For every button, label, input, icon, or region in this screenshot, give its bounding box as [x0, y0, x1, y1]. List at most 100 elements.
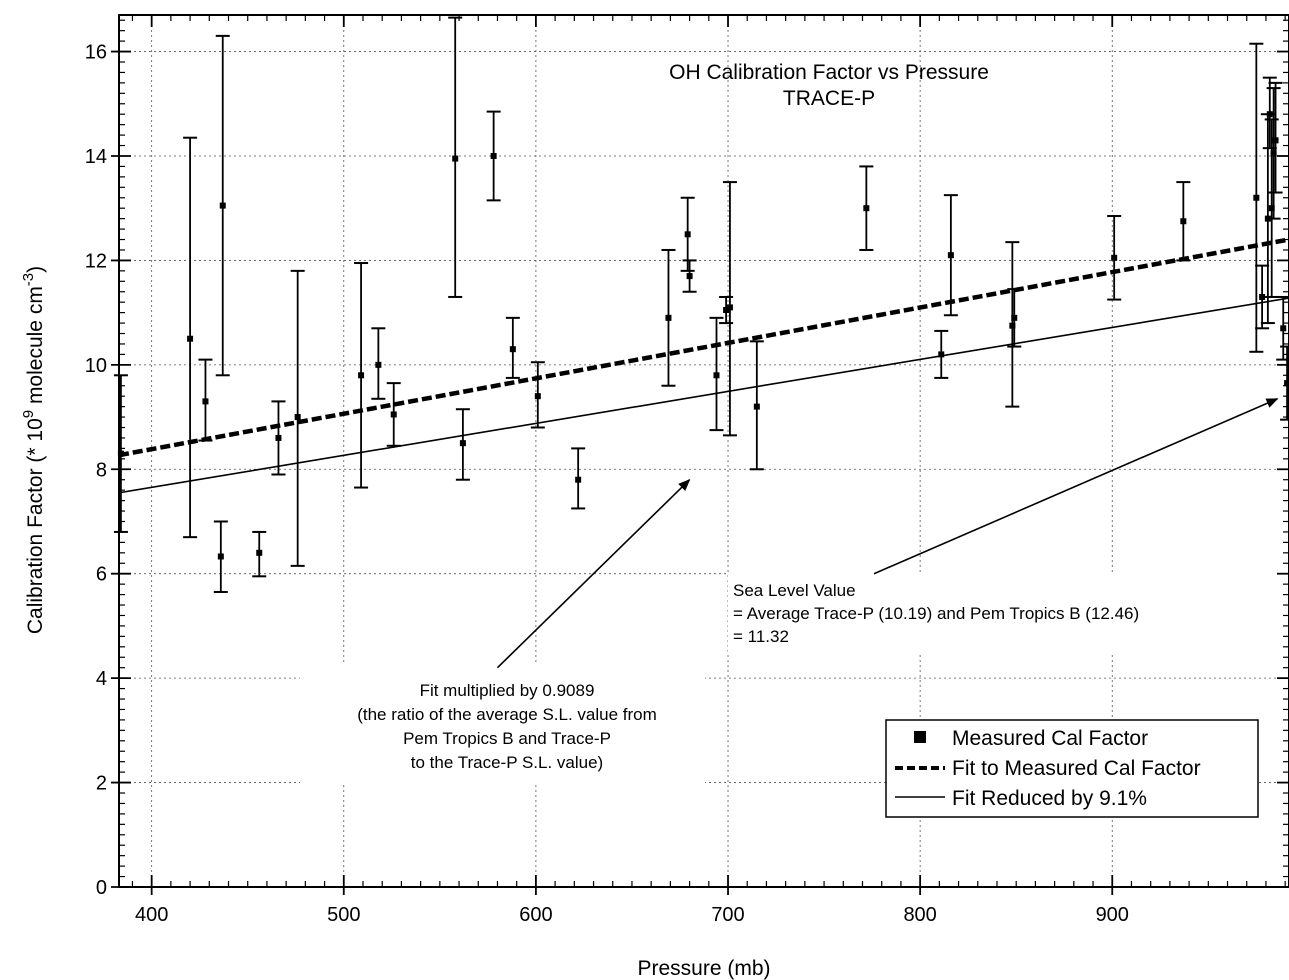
y-tick-label: 14 [85, 146, 107, 168]
data-marker [727, 304, 733, 310]
data-point [1280, 347, 1289, 420]
data-marker [685, 231, 691, 237]
chart-subtitle: TRACE-P [783, 87, 875, 110]
left-annotation-line: Fit multiplied by 0.9089 [420, 681, 595, 700]
data-point [1107, 216, 1121, 300]
y-tick-label: 4 [96, 668, 107, 690]
data-point [1176, 182, 1190, 260]
y-axis-title: Calibration Factor (* 109 molecule cm-3) [20, 266, 47, 634]
data-marker [1280, 325, 1286, 331]
y-axis-title-mid: molecule cm [24, 286, 47, 410]
legend: Measured Cal Factor Fit to Measured Cal … [886, 720, 1258, 817]
data-point [216, 36, 230, 375]
left-annotation-line: Pem Tropics B and Trace-P [403, 729, 611, 748]
y-axis-title-sup1: 9 [20, 410, 37, 418]
data-marker [375, 362, 381, 368]
data-marker [754, 404, 760, 410]
x-tick-label: 400 [135, 904, 168, 926]
data-point [683, 260, 697, 291]
fit-reduced-line [119, 298, 1289, 493]
y-tick-label: 0 [96, 877, 107, 899]
y-axis-title-sup2: -3 [20, 273, 37, 286]
x-axis-title: Pressure (mb) [637, 957, 770, 980]
data-point [371, 328, 385, 398]
data-marker [863, 205, 869, 211]
data-point [252, 532, 266, 576]
data-marker [358, 372, 364, 378]
data-point [487, 112, 501, 201]
data-marker [460, 440, 466, 446]
data-marker [452, 156, 458, 162]
y-tick-label: 12 [85, 250, 107, 272]
data-point [661, 250, 675, 386]
data-point [750, 341, 764, 469]
left-annotation-line: (the ratio of the average S.L. value fro… [357, 705, 657, 724]
data-marker [1011, 315, 1017, 321]
x-tick-label: 700 [711, 904, 744, 926]
right-annotation-line: = Average Trace-P (10.19) and Pem Tropic… [733, 604, 1139, 623]
y-tick-label: 16 [85, 42, 107, 64]
data-marker [275, 435, 281, 441]
data-marker [938, 351, 944, 357]
right-annotation-line: Sea Level Value [733, 581, 856, 600]
data-point [271, 401, 285, 474]
data-point [1265, 119, 1279, 297]
data-marker [575, 477, 581, 483]
legend-label-reduced: Fit Reduced by 9.1% [952, 787, 1147, 810]
legend-label-measured: Measured Cal Factor [952, 727, 1148, 750]
data-marker [202, 398, 208, 404]
left-annotation-line: to the Trace-P S.L. value) [411, 753, 603, 772]
y-tick-label: 2 [96, 773, 107, 795]
y-tick-label: 10 [85, 355, 107, 377]
y-tick-label: 8 [96, 459, 107, 481]
data-point [506, 318, 520, 378]
data-marker [665, 315, 671, 321]
data-marker [1180, 218, 1186, 224]
data-point [571, 448, 585, 508]
data-marker [1111, 255, 1117, 261]
y-tick-label: 6 [96, 564, 107, 586]
data-point [214, 521, 228, 591]
data-marker [391, 411, 397, 417]
data-marker [218, 553, 224, 559]
data-marker [535, 393, 541, 399]
data-point [1007, 289, 1021, 346]
data-point [198, 360, 212, 441]
data-marker [1267, 111, 1273, 117]
data-point [944, 195, 958, 315]
legend-marker-square-icon [914, 731, 926, 743]
x-tick-label: 900 [1096, 904, 1129, 926]
data-marker [1253, 195, 1259, 201]
data-marker [1273, 137, 1279, 143]
data-marker [295, 414, 301, 420]
data-points [114, 18, 1289, 592]
data-point [448, 18, 462, 297]
data-point [859, 166, 873, 250]
data-marker [256, 550, 262, 556]
data-marker [491, 153, 497, 159]
y-axis-title-end: ) [24, 266, 47, 273]
data-point [183, 138, 197, 537]
data-marker [948, 252, 954, 258]
x-tick-label: 500 [327, 904, 360, 926]
chart-title: OH Calibration Factor vs Pressure [669, 61, 989, 84]
data-marker [1259, 294, 1265, 300]
data-marker [687, 273, 693, 279]
data-point [456, 409, 470, 479]
y-axis-title-main: Calibration Factor (* 10 [24, 418, 47, 634]
data-point [291, 271, 305, 566]
data-marker [713, 372, 719, 378]
data-point [531, 362, 545, 427]
x-tick-label: 600 [519, 904, 552, 926]
data-point [387, 383, 401, 446]
data-point [709, 318, 723, 430]
x-tick-label: 800 [903, 904, 936, 926]
data-point [1005, 242, 1019, 406]
data-marker [187, 336, 193, 342]
data-marker [220, 203, 226, 209]
legend-label-fit: Fit to Measured Cal Factor [952, 757, 1201, 780]
data-marker [510, 346, 516, 352]
right-annotation-line: = 11.32 [733, 627, 789, 646]
right-annotation-arrow [874, 399, 1277, 574]
